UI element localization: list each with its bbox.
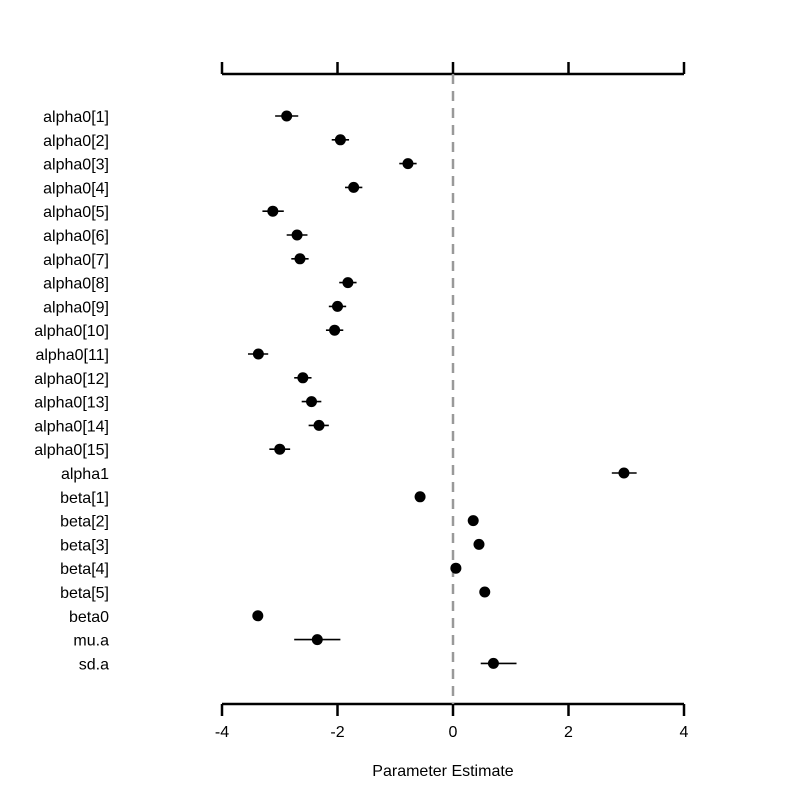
parameter-label: alpha0[14]: [34, 418, 109, 435]
parameter-label: alpha0[11]: [35, 347, 109, 364]
parameter-label: alpha0[9]: [43, 299, 109, 316]
parameter-label: beta[3]: [60, 537, 109, 554]
parameter-label: alpha0[7]: [43, 252, 109, 269]
estimate-point: [450, 562, 462, 574]
estimate-point: [267, 205, 279, 217]
estimate-point: [297, 372, 309, 384]
parameter-label: beta[2]: [60, 514, 109, 531]
estimate-point: [252, 348, 264, 360]
estimate-point: [479, 586, 491, 598]
parameter-label: beta[5]: [60, 585, 109, 602]
estimate-point: [348, 181, 360, 193]
parameter-label: alpha0[4]: [43, 180, 109, 197]
estimate-point: [291, 229, 303, 241]
estimate-point: [618, 467, 630, 479]
estimate-point: [332, 300, 343, 312]
estimate-point: [414, 491, 426, 503]
parameter-label: beta[1]: [60, 490, 109, 507]
parameter-label: alpha0[2]: [43, 133, 109, 150]
x-axis-label: Parameter Estimate: [372, 763, 513, 780]
parameter-label: alpha0[5]: [43, 204, 109, 221]
parameter-label: alpha0[13]: [34, 395, 109, 412]
estimate-point: [294, 253, 306, 265]
estimate-point: [311, 634, 323, 646]
parameter-label: alpha0[1]: [43, 109, 109, 126]
parameter-label: alpha1: [61, 466, 109, 483]
estimate-point: [342, 277, 354, 289]
parameter-label: beta[4]: [60, 561, 109, 578]
estimate-point: [487, 657, 499, 669]
estimate-point: [274, 443, 286, 455]
parameter-label: alpha0[3]: [43, 157, 109, 174]
estimate-point: [473, 538, 485, 550]
estimate-point: [334, 134, 346, 146]
parameter-label: alpha0[10]: [34, 323, 109, 340]
parameter-label: sd.a: [79, 656, 109, 673]
top-axis-ticks: [220, 62, 686, 74]
parameter-label: alpha0[15]: [34, 442, 109, 459]
estimate-point: [402, 158, 414, 170]
x-tick-label: 2: [564, 724, 573, 741]
estimate-point: [281, 110, 293, 122]
parameter-label: beta0: [69, 609, 109, 626]
estimate-point: [252, 610, 264, 622]
estimate-point: [313, 419, 325, 431]
x-tick-label: 0: [449, 724, 458, 741]
parameter-label: alpha0[12]: [34, 371, 109, 388]
x-tick-label: -2: [330, 724, 344, 741]
x-tick-label: -4: [215, 724, 229, 741]
parameter-label: alpha0[6]: [43, 228, 109, 245]
estimate-point: [467, 515, 479, 527]
estimate-point: [306, 396, 318, 408]
estimate-rows: alpha0[1] alpha0[2] alpha0[3] alpha0[4] alph…: [34, 109, 637, 673]
parameter-label: mu.a: [73, 633, 109, 650]
estimate-point: [329, 324, 341, 336]
x-tick-label: 4: [680, 724, 689, 741]
parameter-label: alpha0[8]: [43, 276, 109, 293]
bottom-axis-ticks: -4 -2 0 2 4: [215, 704, 689, 741]
